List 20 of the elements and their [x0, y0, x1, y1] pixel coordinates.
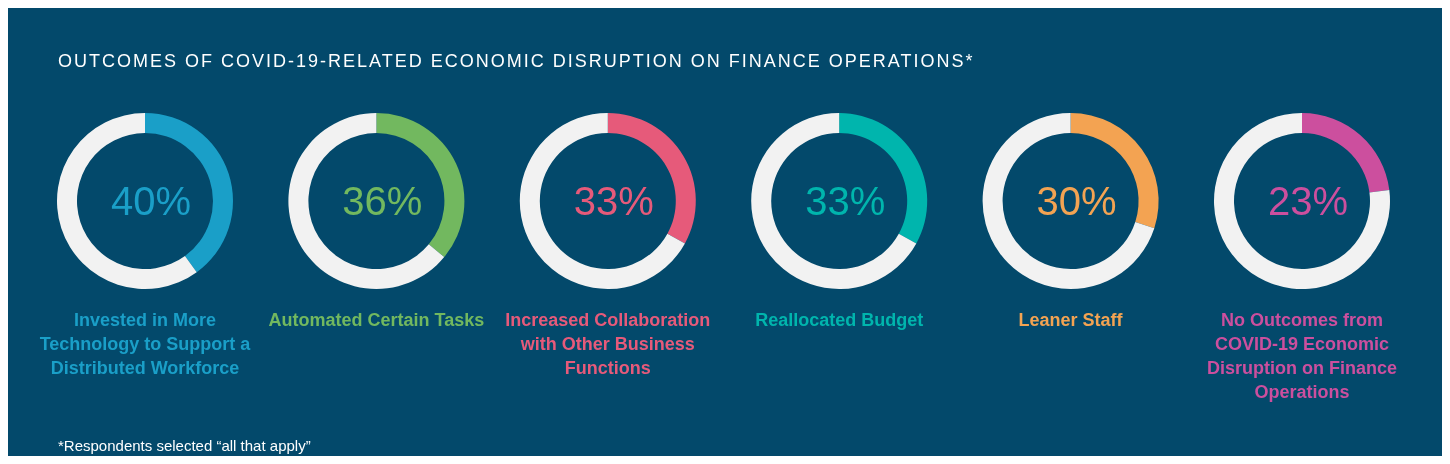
text: OUTCOMES OF COVID-19-RELATED ECONOMIC DISRUPTION ON FINANCE OPERATIONS* — [58, 51, 975, 71]
data-label: 23% — [1267, 179, 1349, 223]
donut-slice — [519, 113, 685, 289]
data-label: 33% — [805, 179, 886, 223]
donut-slice — [751, 113, 917, 289]
text: No Outcomes from COVID-19 Economic Disruption on Finance Operations — [1206, 310, 1398, 402]
data-label: 40% — [110, 179, 192, 223]
donut-slice — [982, 113, 1155, 289]
donut-slice — [1214, 113, 1390, 289]
text: *Respondents selected “all that apply” — [58, 437, 311, 454]
data-label: 33% — [573, 179, 654, 223]
text: Invested in More Technology to Support a Distributed Workforce — [39, 310, 252, 378]
text: Reallocated Budget — [755, 310, 924, 330]
text: Automated Certain Tasks — [268, 310, 485, 330]
data-label: 36% — [342, 179, 423, 223]
data-label: 30% — [1036, 179, 1117, 223]
text: Increased Collaboration with Other Business Functions — [505, 310, 711, 378]
donut-slice — [57, 113, 197, 289]
donut-slice — [288, 113, 445, 289]
text: Leaner Staff — [1018, 310, 1124, 330]
